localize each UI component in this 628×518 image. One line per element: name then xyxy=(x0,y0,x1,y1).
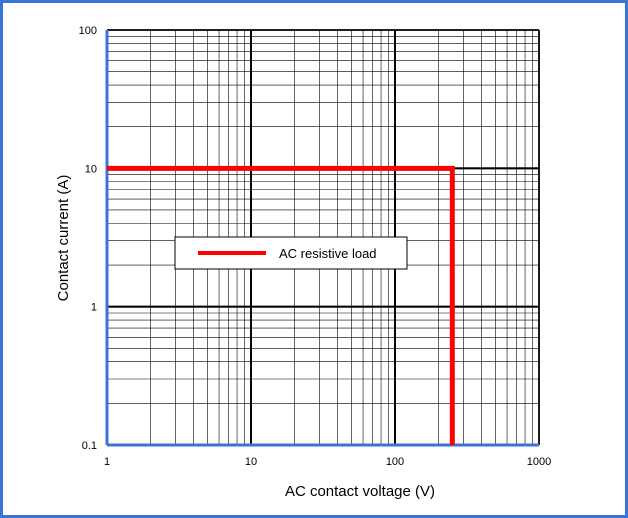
series-line xyxy=(107,165,455,445)
y-tick-label: 0.1 xyxy=(82,440,97,452)
x-tick-label: 10 xyxy=(245,456,257,468)
y-axis-title: Contact current (A) xyxy=(55,175,72,302)
y-tick-labels: 0.1 1 10 100 xyxy=(79,25,97,452)
legend-label: AC resistive load xyxy=(279,246,377,261)
x-tick-labels: 1 10 100 1000 xyxy=(104,456,551,468)
x-axis-title: AC contact voltage (V) xyxy=(285,483,435,500)
y-tick-label: 100 xyxy=(79,25,97,37)
legend: AC resistive load xyxy=(174,236,408,270)
series-layer xyxy=(107,165,455,445)
x-tick-label: 1000 xyxy=(527,456,551,468)
x-tick-label: 100 xyxy=(386,456,404,468)
x-tick-label: 1 xyxy=(104,456,110,468)
y-tick-label: 1 xyxy=(91,302,97,314)
y-tick-label: 10 xyxy=(85,163,97,175)
